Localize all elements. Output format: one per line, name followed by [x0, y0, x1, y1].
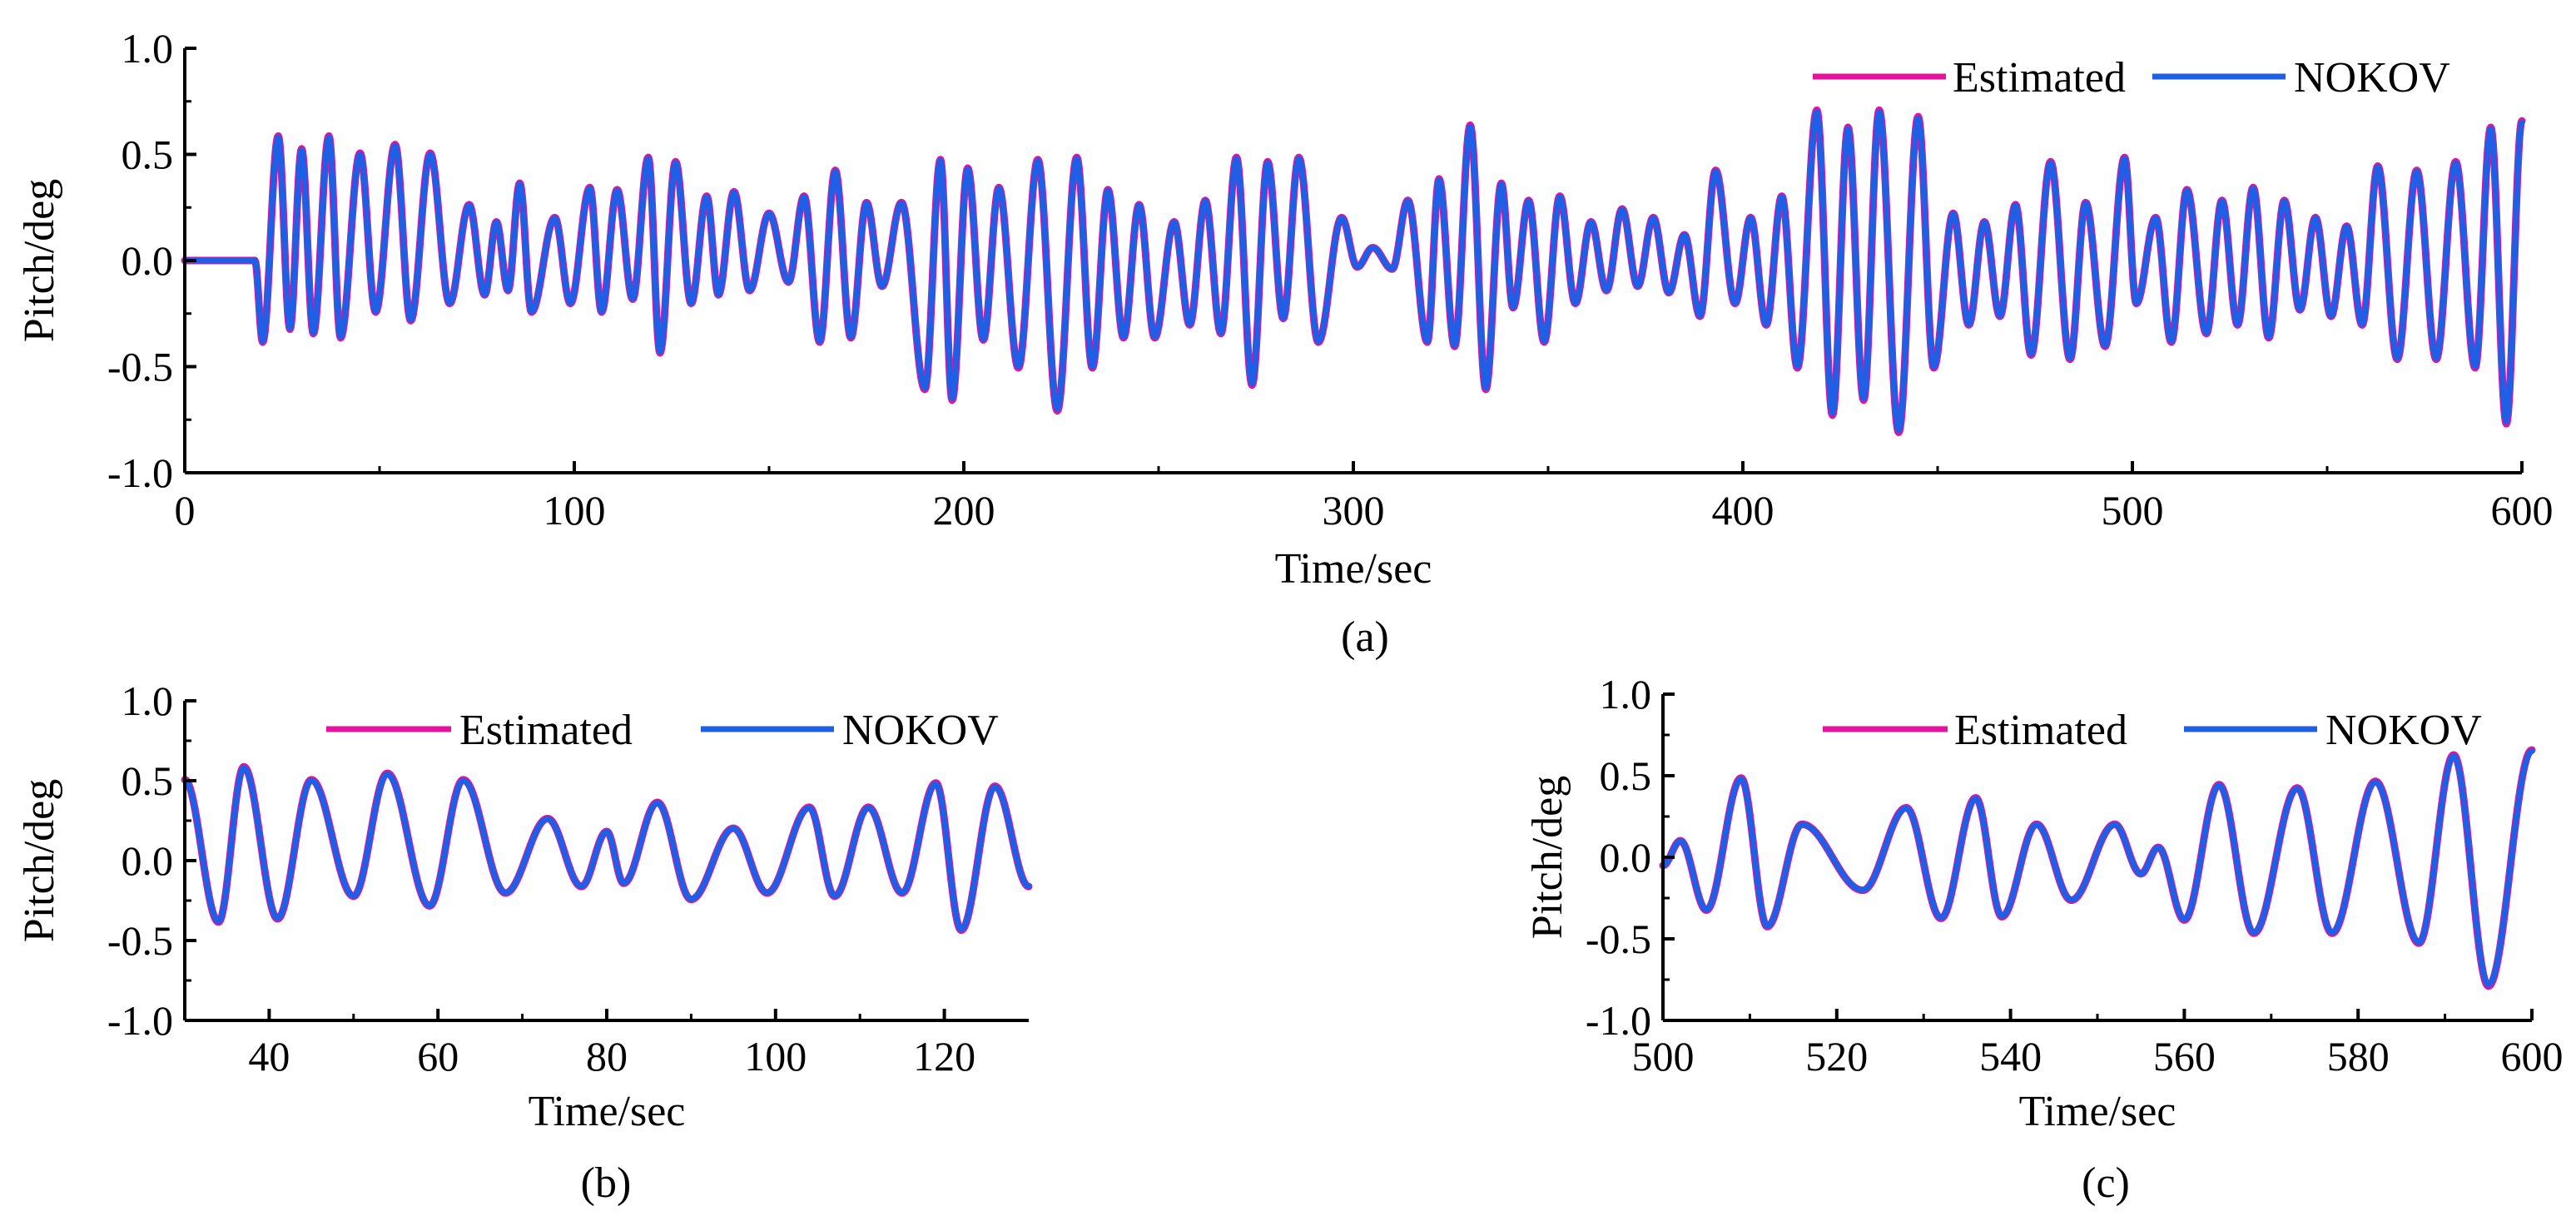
- x-axis-title: Time/sec: [1275, 545, 1432, 593]
- chart-panel-c: 500 520 540 560 580 600 1.0 0.5 0.0 -0.5 -1.0 Time/…: [1524, 671, 2564, 1207]
- panel-caption: (c): [2082, 1159, 2130, 1207]
- y-tick-label: -0.5: [107, 917, 173, 964]
- x-tick-label: 600: [2501, 1033, 2564, 1080]
- x-tick-label: 500: [1632, 1033, 1695, 1080]
- x-tick-label: 80: [586, 1033, 628, 1080]
- chart-panel-a: 0 100 200 300 400 500 600 1.0 0.5 0.0 -0.5 -1.0 Time…: [16, 25, 2554, 661]
- y-tick-label: 0.5: [122, 132, 174, 178]
- x-tick-label: 600: [2491, 487, 2554, 534]
- x-tick-label: 40: [248, 1033, 290, 1080]
- legend-label-estimated: Estimated: [1953, 54, 2126, 102]
- legend-label-nokov: NOKOV: [2294, 54, 2450, 102]
- y-tick-label: 0.0: [122, 837, 174, 884]
- y-axis-title: Pitch/deg: [16, 179, 63, 342]
- y-tick-label: 1.0: [1600, 671, 1652, 717]
- legend-label-nokov: NOKOV: [842, 707, 999, 754]
- y-axis-title: Pitch/deg: [16, 779, 63, 942]
- series-line-estimated: [181, 106, 2526, 436]
- y-tick-label: 0.0: [1600, 834, 1652, 881]
- legend: Estimated NOKOV: [1813, 54, 2450, 102]
- y-tick-label: 0.0: [122, 237, 174, 284]
- x-axis-title: Time/sec: [529, 1088, 686, 1135]
- y-tick-label: 0.5: [1600, 752, 1652, 799]
- series-line-nokov: [181, 109, 2525, 434]
- x-tick-label: 560: [2153, 1033, 2216, 1080]
- x-tick-label: 0: [175, 487, 196, 534]
- series-line-nokov: [181, 765, 1032, 933]
- y-tick-label: 1.0: [122, 25, 174, 72]
- legend: Estimated NOKOV: [326, 707, 999, 754]
- series-line-estimated: [1659, 746, 2536, 990]
- x-tick-label: 540: [1979, 1033, 2042, 1080]
- x-tick-label: 100: [744, 1033, 807, 1080]
- panel-caption: (b): [581, 1159, 632, 1207]
- x-tick-label: 60: [417, 1033, 459, 1080]
- chart-panel-b: 40 60 80 100 120 1.0 0.5 0.0 -0.5 -1.0 Time/sec Pit…: [16, 678, 1033, 1207]
- x-tick-label: 400: [1712, 487, 1774, 534]
- y-tick-label: -1.0: [107, 997, 173, 1044]
- x-tick-label: 580: [2327, 1033, 2390, 1080]
- y-tick-label: -1.0: [107, 449, 173, 496]
- legend-label-nokov: NOKOV: [2325, 707, 2482, 754]
- y-tick-label: -0.5: [1586, 916, 1651, 962]
- y-tick-label: -1.0: [1586, 997, 1651, 1044]
- y-tick-label: 1.0: [122, 678, 174, 724]
- panel-caption: (a): [1341, 613, 1389, 661]
- legend-label-estimated: Estimated: [459, 707, 633, 754]
- x-tick-label: 500: [2102, 487, 2164, 534]
- x-tick-label: 520: [1805, 1033, 1868, 1080]
- x-tick-label: 100: [543, 487, 606, 534]
- series-line-estimated: [181, 762, 1033, 935]
- legend-label-estimated: Estimated: [1954, 707, 2127, 754]
- y-tick-label: -0.5: [107, 344, 173, 390]
- y-tick-label: 0.5: [122, 757, 174, 804]
- x-tick-label: 300: [1323, 487, 1385, 534]
- x-tick-label: 200: [933, 487, 995, 534]
- y-axis-title: Pitch/deg: [1524, 776, 1571, 939]
- x-tick-label: 120: [913, 1033, 975, 1080]
- x-axis-title: Time/sec: [2019, 1088, 2176, 1135]
- legend: Estimated NOKOV: [1823, 707, 2482, 754]
- series-line-nokov: [1660, 748, 2535, 988]
